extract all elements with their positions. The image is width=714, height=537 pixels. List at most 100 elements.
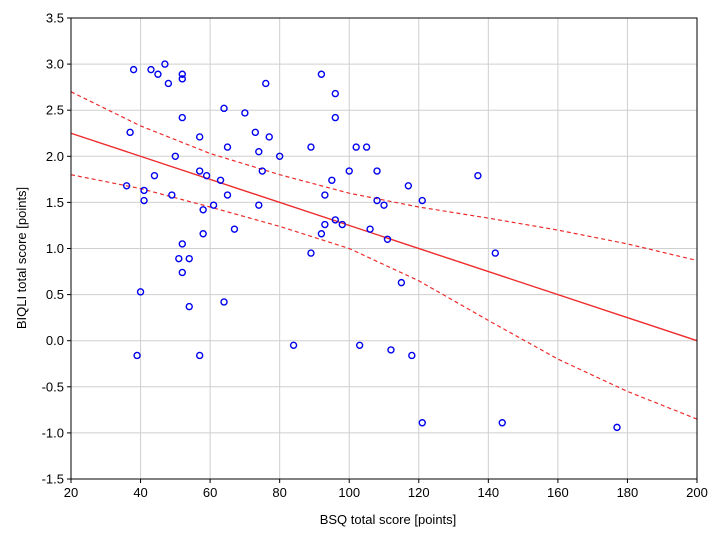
data-point: [209, 201, 218, 209]
data-point: [387, 346, 395, 354]
data-point: [373, 167, 381, 175]
data-point: [321, 191, 329, 199]
data-point: [613, 423, 621, 432]
data-point: [136, 288, 145, 296]
data-point: [258, 167, 266, 175]
data-point: [498, 419, 506, 427]
y-tick-label: 3.5: [46, 11, 64, 26]
data-point: [223, 191, 232, 199]
data-point: [321, 220, 329, 229]
x-tick-label: 60: [203, 485, 217, 500]
data-point: [491, 249, 499, 257]
data-points: [122, 60, 621, 432]
regression-line: [70, 132, 698, 342]
data-point: [255, 201, 263, 209]
data-point: [251, 128, 260, 137]
data-point: [355, 341, 364, 350]
data-point: [168, 191, 176, 199]
x-tick-label: 200: [686, 485, 708, 500]
data-point: [133, 351, 141, 360]
data-point: [383, 235, 392, 243]
data-point: [199, 206, 207, 214]
data-point: [331, 89, 340, 98]
data-point: [150, 171, 159, 180]
data-point: [408, 351, 416, 360]
data-point: [175, 254, 183, 263]
x-tick-label: 100: [338, 485, 360, 500]
data-point: [373, 196, 381, 205]
data-point: [178, 70, 186, 78]
data-point: [418, 419, 426, 427]
y-tick-label: 2.5: [46, 103, 64, 118]
data-point: [185, 302, 193, 311]
data-point: [122, 182, 131, 190]
data-point: [338, 220, 346, 229]
x-axis-label: BSQ total score [points]: [320, 512, 457, 527]
x-tick-label: 140: [477, 485, 499, 500]
data-point: [404, 182, 413, 190]
data-point: [220, 298, 228, 306]
x-tick-label: 180: [617, 485, 639, 500]
x-tick-label: 80: [272, 485, 286, 500]
x-axis-ticks: 20 40 60 80 100 120 140 160 180 200: [64, 479, 708, 500]
data-point: [289, 341, 298, 350]
data-point: [230, 225, 239, 233]
data-point: [216, 176, 225, 184]
data-point: [140, 196, 148, 205]
data-point: [195, 133, 204, 141]
regression-line-group: [70, 132, 698, 342]
y-tick-label: -1.5: [42, 472, 64, 487]
y-tick-label: 3.0: [46, 57, 64, 72]
data-point: [154, 70, 162, 78]
data-point: [317, 70, 326, 78]
x-tick-label: 120: [408, 485, 430, 500]
grid-lines: [71, 18, 697, 479]
data-point: [345, 167, 353, 175]
confidence-band-upper: [70, 91, 698, 262]
data-point: [199, 230, 207, 238]
y-axis-label: BIQLI total score [points]: [14, 187, 29, 329]
data-point: [195, 351, 204, 360]
x-tick-label: 40: [133, 485, 147, 500]
data-point: [328, 176, 336, 184]
data-point: [202, 171, 211, 180]
data-point: [185, 254, 193, 263]
data-point: [307, 249, 315, 257]
data-point: [352, 143, 360, 151]
data-point: [331, 216, 340, 224]
data-point: [366, 225, 374, 233]
y-tick-label: 0.0: [46, 333, 64, 348]
data-point: [164, 79, 173, 88]
data-point: [275, 152, 284, 161]
data-point: [178, 268, 186, 277]
data-point: [262, 79, 270, 88]
data-point: [265, 133, 273, 141]
x-tick-label: 20: [64, 485, 78, 500]
data-point: [418, 196, 426, 205]
data-point: [178, 75, 186, 83]
data-point: [129, 65, 138, 74]
confidence-band: [70, 91, 698, 420]
y-tick-label: 2.0: [46, 149, 64, 164]
data-point: [220, 104, 228, 113]
y-axis-ticks: -1.5 -1.0 -0.5 0.0 0.5 1.0 1.5 2.0 2.5 3.0 3.5: [42, 11, 71, 487]
data-point: [241, 109, 249, 117]
data-point: [331, 113, 340, 122]
y-tick-label: 0.5: [46, 287, 64, 302]
data-point: [161, 60, 169, 68]
x-tick-label: 160: [547, 485, 569, 500]
data-point: [171, 152, 180, 161]
data-point: [140, 186, 148, 195]
data-point: [362, 143, 371, 151]
data-point: [317, 230, 326, 238]
y-tick-label: 1.5: [46, 195, 64, 210]
data-point: [307, 143, 315, 151]
data-point: [126, 128, 134, 137]
data-point: [255, 147, 263, 156]
data-point: [178, 240, 186, 248]
y-tick-label: -1.0: [42, 425, 64, 440]
data-point: [474, 171, 482, 180]
data-point: [147, 65, 155, 74]
data-point: [178, 113, 186, 122]
